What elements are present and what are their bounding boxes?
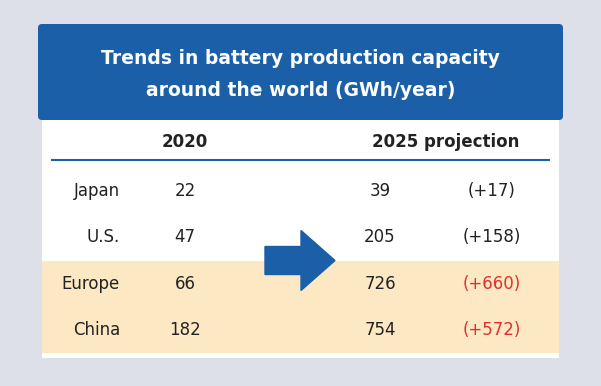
Text: 66: 66: [174, 274, 195, 293]
FancyArrow shape: [265, 230, 335, 291]
Text: (+660): (+660): [463, 274, 521, 293]
Bar: [42, 261, 559, 307]
Text: China: China: [73, 321, 120, 339]
Text: 754: 754: [364, 321, 395, 339]
Bar: [42, 307, 559, 353]
Bar: [42, 28, 559, 358]
FancyBboxPatch shape: [38, 24, 563, 120]
Text: Europe: Europe: [62, 274, 120, 293]
Text: U.S.: U.S.: [87, 229, 120, 246]
Text: 39: 39: [370, 182, 391, 200]
Text: 726: 726: [364, 274, 396, 293]
Text: (+17): (+17): [468, 182, 516, 200]
Text: (+158): (+158): [463, 229, 521, 246]
Text: 2025 projection: 2025 projection: [372, 133, 520, 151]
Text: Japan: Japan: [74, 182, 120, 200]
Text: 2020: 2020: [162, 133, 208, 151]
Bar: [42, 106, 559, 120]
Text: 22: 22: [174, 182, 195, 200]
Text: Trends in battery production capacity: Trends in battery production capacity: [101, 49, 500, 68]
Text: (+572): (+572): [463, 321, 521, 339]
Text: around the world (GWh/year): around the world (GWh/year): [146, 81, 455, 100]
Text: 47: 47: [174, 229, 195, 246]
Text: 182: 182: [169, 321, 201, 339]
Text: 205: 205: [364, 229, 396, 246]
